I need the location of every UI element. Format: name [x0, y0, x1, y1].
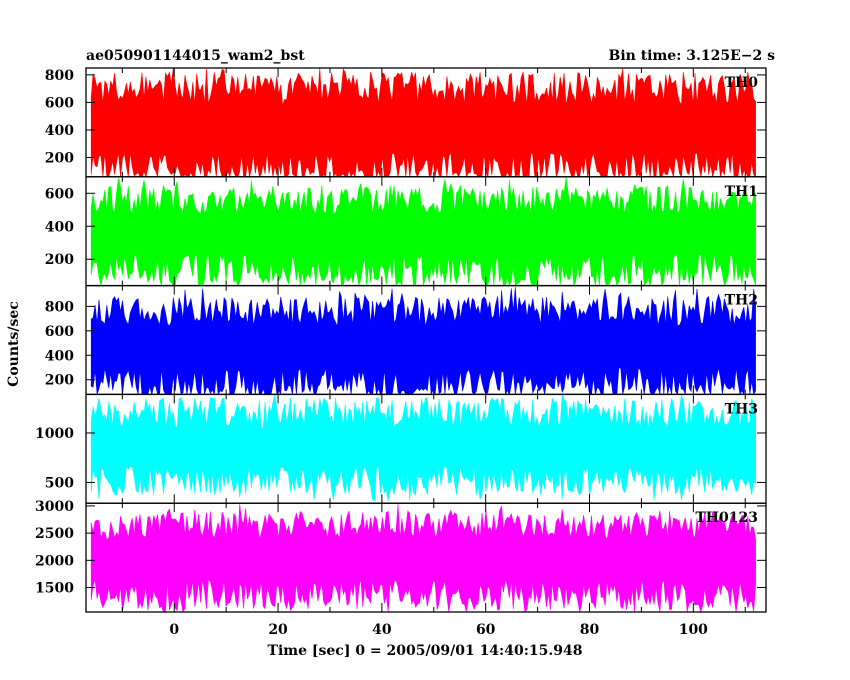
panel-label-th0: TH0: [725, 75, 759, 91]
series-band-th2: [90, 287, 756, 396]
x-tick-label: 0: [169, 622, 179, 638]
panel-label-th3: TH3: [725, 401, 758, 417]
y-tick-label: 200: [45, 151, 74, 167]
y-tick-label: 400: [45, 219, 74, 235]
y-axis-label: Counts/sec: [6, 301, 22, 387]
y-tick-label: 2500: [35, 526, 74, 542]
y-tick-label: 600: [45, 186, 74, 202]
x-tick-label: 20: [268, 622, 288, 638]
y-tick-label: 1500: [35, 581, 74, 597]
x-tick-label: 60: [476, 622, 496, 638]
panel-label-th1: TH1: [725, 184, 758, 200]
y-tick-label: 400: [45, 123, 74, 139]
series-band-th1: [90, 177, 756, 287]
y-tick-label: 2000: [35, 553, 74, 569]
series-band-th0123: [90, 503, 756, 614]
y-tick-label: 600: [45, 324, 74, 340]
panel-label-th2: TH2: [725, 293, 758, 309]
x-axis-label: Time [sec] 0 = 2005/09/01 14:40:15.948: [268, 643, 583, 659]
chart-title: ae050901144015_wam2_bst: [86, 48, 305, 64]
y-tick-label: 800: [45, 299, 74, 315]
y-tick-label: 3000: [35, 499, 74, 515]
y-tick-label: 400: [45, 348, 74, 364]
x-tick-label: 40: [372, 622, 392, 638]
y-tick-label: 800: [45, 68, 74, 84]
series-band-th3: [90, 394, 756, 502]
panel-label-th0123: TH0123: [695, 510, 758, 526]
y-tick-label: 1000: [35, 426, 74, 442]
y-tick-label: 200: [45, 373, 74, 389]
bin-time-label: Bin time: 3.125E−2 s: [609, 48, 776, 64]
x-tick-label: 100: [679, 622, 708, 638]
y-tick-label: 500: [45, 475, 74, 491]
y-tick-label: 200: [45, 252, 74, 268]
panel-frame-th0123: [85, 502, 767, 613]
x-tick-label: 80: [580, 622, 600, 638]
panels-group: TH0200400600800TH1200400600TH22004006008…: [35, 67, 767, 638]
y-tick-label: 600: [45, 95, 74, 111]
series-band-th0: [90, 68, 756, 178]
